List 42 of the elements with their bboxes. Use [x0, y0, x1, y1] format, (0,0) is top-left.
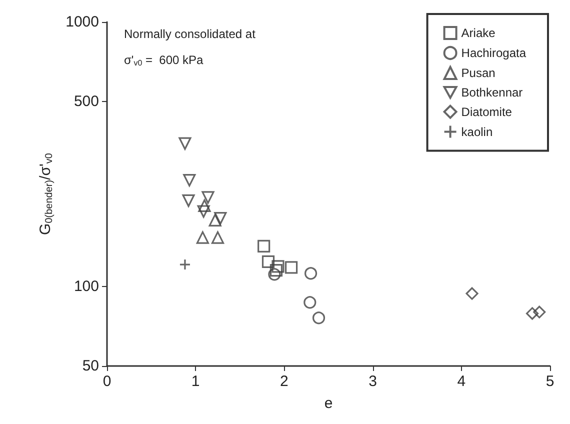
- y-tick-label: 500: [74, 93, 99, 110]
- point: [196, 231, 209, 244]
- point: [214, 212, 227, 225]
- legend-label: kaolin: [461, 124, 493, 139]
- point: [198, 199, 211, 212]
- point: [526, 307, 539, 320]
- point: [533, 306, 546, 318]
- y-axis-title: G0(bender)/σ'v0: [37, 152, 56, 235]
- y-tick-label: 100: [74, 278, 99, 295]
- point: [178, 137, 192, 150]
- x-tick-label: 5: [546, 373, 554, 390]
- x-tick-label: 4: [457, 373, 466, 390]
- legend-label: Bothkennar: [461, 85, 523, 100]
- point: [272, 260, 284, 273]
- point: [182, 194, 195, 207]
- x-tick-label: 3: [368, 373, 377, 390]
- point: [304, 267, 318, 280]
- point: [211, 231, 224, 244]
- point: [262, 255, 275, 268]
- annotation: Normally consolidated at: [124, 27, 256, 41]
- x-tick-label: 0: [102, 373, 112, 390]
- legend-label: Ariake: [461, 26, 496, 40]
- point: [197, 205, 210, 218]
- point: [208, 214, 222, 226]
- x-tick-label: 1: [191, 373, 200, 390]
- legend-label: Diatomite: [461, 104, 512, 119]
- point: [183, 174, 196, 187]
- y-tick-label: 1000: [66, 14, 99, 30]
- point: [202, 191, 214, 204]
- point: [284, 261, 298, 274]
- legend-label: Hachirogata: [461, 46, 526, 60]
- x-tick-label: 2: [280, 373, 288, 390]
- point: [258, 240, 270, 252]
- point: [466, 287, 478, 300]
- point: [179, 258, 191, 270]
- point: [312, 312, 326, 324]
- legend-label: Pusan: [461, 66, 496, 80]
- y-tick-label: 50: [82, 358, 99, 374]
- point: [270, 264, 283, 277]
- point: [304, 296, 316, 309]
- x-axis-title: e: [324, 395, 333, 412]
- point: [268, 268, 281, 281]
